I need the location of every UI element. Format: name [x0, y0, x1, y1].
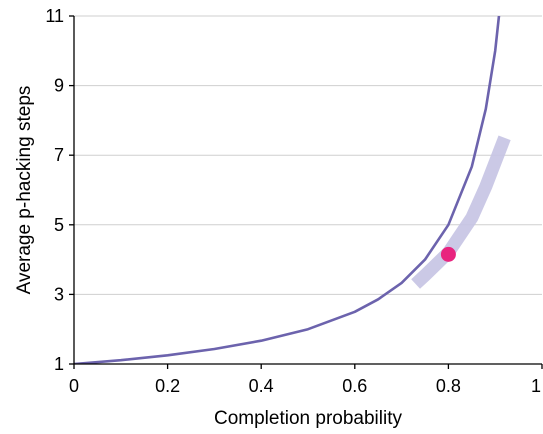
plot-area	[74, 16, 501, 364]
x-tick-label: 0.8	[436, 376, 461, 396]
x-tick-labels: 0 0.2 0.4 0.6 0.8 1	[69, 376, 541, 396]
y-tick-label: 11	[45, 6, 64, 26]
confidence-band	[411, 135, 511, 289]
x-tick-label: 0.6	[342, 376, 367, 396]
y-tick-label: 1	[54, 354, 64, 374]
y-tick-label: 7	[54, 145, 64, 165]
x-tick-label: 0	[69, 376, 79, 396]
y-tick-label: 9	[54, 76, 64, 96]
series-line	[74, 16, 501, 364]
axes	[69, 15, 543, 369]
x-tick-label: 0.4	[249, 376, 274, 396]
y-tick-label: 5	[54, 215, 64, 235]
y-axis-label: Average p-hacking steps	[14, 86, 35, 295]
x-axis-label: Completion probability	[214, 408, 402, 429]
x-tick-label: 0.2	[155, 376, 180, 396]
y-tick-label: 3	[54, 284, 64, 304]
y-tick-labels: 1 3 5 7 9 11	[45, 6, 64, 374]
highlight-point	[440, 246, 456, 262]
grid-lines	[74, 15, 542, 295]
x-tick-label: 1	[531, 376, 541, 396]
